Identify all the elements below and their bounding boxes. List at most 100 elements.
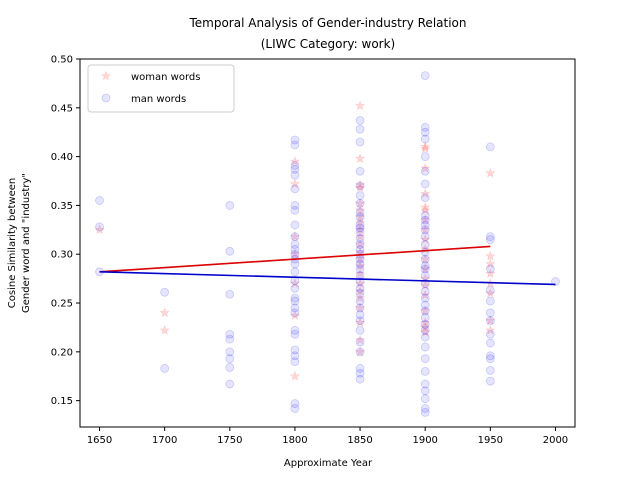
data-point [290,283,300,293]
data-point [419,253,431,264]
x-tick-label: 1700 [152,435,177,446]
data-point [225,363,235,372]
data-point [485,285,495,295]
data-point [419,321,431,332]
data-point [289,156,301,166]
data-point [419,224,431,235]
data-point [419,162,431,173]
data-point [420,386,430,396]
data-point [354,211,366,222]
data-point [290,135,300,145]
data-point [420,240,430,249]
y-tick-label: 0.40 [51,152,73,163]
data-point [225,354,235,364]
data-point [355,244,365,254]
data-point [355,303,365,313]
y-tick-label: 0.45 [51,103,73,114]
data-point [354,278,366,288]
data-point [225,289,235,299]
legend-circle-marker [101,93,111,103]
legend: woman words man words [87,64,235,113]
data-point [355,240,365,249]
data-point [420,332,430,342]
data-point [290,345,300,355]
data-point [420,404,430,413]
data-point [420,354,430,364]
axes-frame [79,58,576,428]
data-point [289,178,301,189]
data-point [355,374,365,384]
data-point [160,287,170,297]
data-point [485,354,495,364]
y-axis-label-group: Cosine Similarity between Gender word an… [7,173,32,313]
series-man-words [95,71,560,417]
data-point [354,231,366,242]
data-point [419,143,431,154]
x-tick-label: 1850 [347,435,372,446]
data-point [290,351,300,361]
data-point [485,296,495,306]
data-point [355,191,365,201]
data-point [354,302,366,313]
data-point [355,234,365,244]
y-axis-label-line-2: Gender word and "industry" [21,173,32,313]
legend-box [87,64,235,113]
data-point [355,368,365,378]
data-point [160,364,170,373]
data-point [420,71,430,80]
trend-line [99,245,491,273]
data-point [485,142,495,152]
data-point [290,296,300,306]
data-point [355,264,365,274]
data-point [551,277,560,286]
data-point [289,248,301,259]
data-point [355,310,365,320]
data-point [355,199,365,208]
data-point [419,263,431,274]
data-point [354,179,366,190]
data-point [290,140,300,150]
data-point [420,366,430,376]
y-tick-label: 0.50 [51,55,73,66]
data-point [290,220,300,230]
legend-star-marker [100,70,112,81]
data-point [290,259,300,269]
data-point [420,320,430,329]
data-point [485,315,496,326]
data-point [95,222,104,232]
data-point [420,407,430,417]
data-point [354,260,366,271]
data-point [420,342,430,352]
data-point [290,170,300,180]
data-point [354,197,366,208]
data-point [419,214,431,225]
data-point [420,261,430,271]
data-point [485,268,496,279]
data-point [355,124,365,134]
data-point [355,337,365,347]
data-point [290,160,300,170]
data-point [225,334,235,344]
data-point [354,268,366,279]
y-tick-label: 0.15 [51,396,73,407]
legend-label-woman-words: woman words [131,72,200,83]
data-point [420,394,430,404]
data-point [290,184,300,194]
data-point [355,283,365,293]
data-point [290,244,300,254]
data-point [419,279,431,290]
data-point [419,204,431,215]
data-point [355,212,365,222]
data-point [354,292,366,303]
data-point [355,296,365,306]
data-point [290,232,300,242]
data-point [419,141,431,152]
data-point [290,357,300,366]
data-point [289,370,301,381]
data-point [420,293,430,303]
data-point [225,329,235,339]
data-point [290,329,300,339]
data-point [485,232,495,242]
data-point [355,325,365,335]
